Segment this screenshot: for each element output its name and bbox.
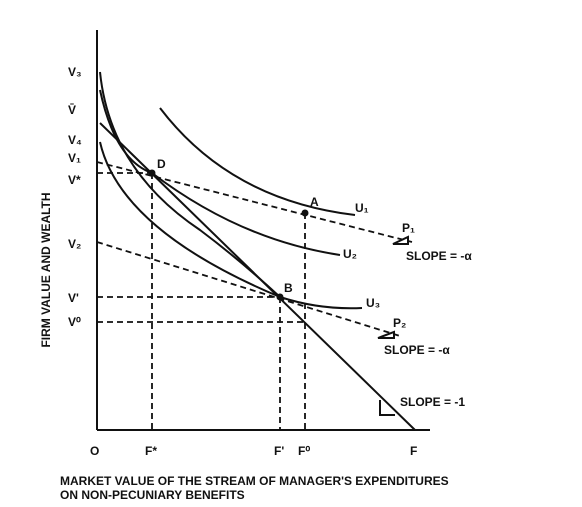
point-label: A [310,195,319,209]
x-label: F⁰ [298,444,310,458]
slope-label: SLOPE = -α [406,249,472,263]
x-label: F [410,444,417,458]
y-label: V̄ [68,103,76,117]
lines [96,71,416,431]
y-label: V⁰ [68,315,81,329]
y-label: V₁ [68,151,81,165]
y-label: V* [68,173,81,187]
slope-label: SLOPE = -α [384,343,450,357]
curve-label: U₃ [366,296,380,310]
x-label: O [90,444,99,458]
curve-label: P₁ [402,221,415,235]
curve-label: P₂ [393,316,406,330]
point-label: B [284,281,293,295]
point-label: D [157,157,166,171]
labels: V₃ V̄ V₄ V₁ V* V₂ V' V⁰ O F* F' F⁰ F D A B U₁ U₂ U₃ P₁ P₂ SLO… [68,65,472,458]
y-axis-label: FIRM VALUE AND WEALTH [39,192,53,347]
slope-label: SLOPE = -1 [400,395,465,409]
x-label: F* [145,444,157,458]
y-label: V₂ [68,237,81,251]
axes [96,30,430,431]
y-label: V₄ [68,133,82,147]
x-label: F' [274,444,284,458]
curve-label: U₂ [343,247,357,261]
x-axis-label: ON NON-PECUNIARY BENEFITS [60,488,245,502]
y-label: V' [68,291,79,305]
x-axis-label: MARKET VALUE OF THE STREAM OF MANAGER'S … [60,474,449,488]
curve-label: U₁ [355,201,369,215]
y-label: V₃ [68,65,82,79]
